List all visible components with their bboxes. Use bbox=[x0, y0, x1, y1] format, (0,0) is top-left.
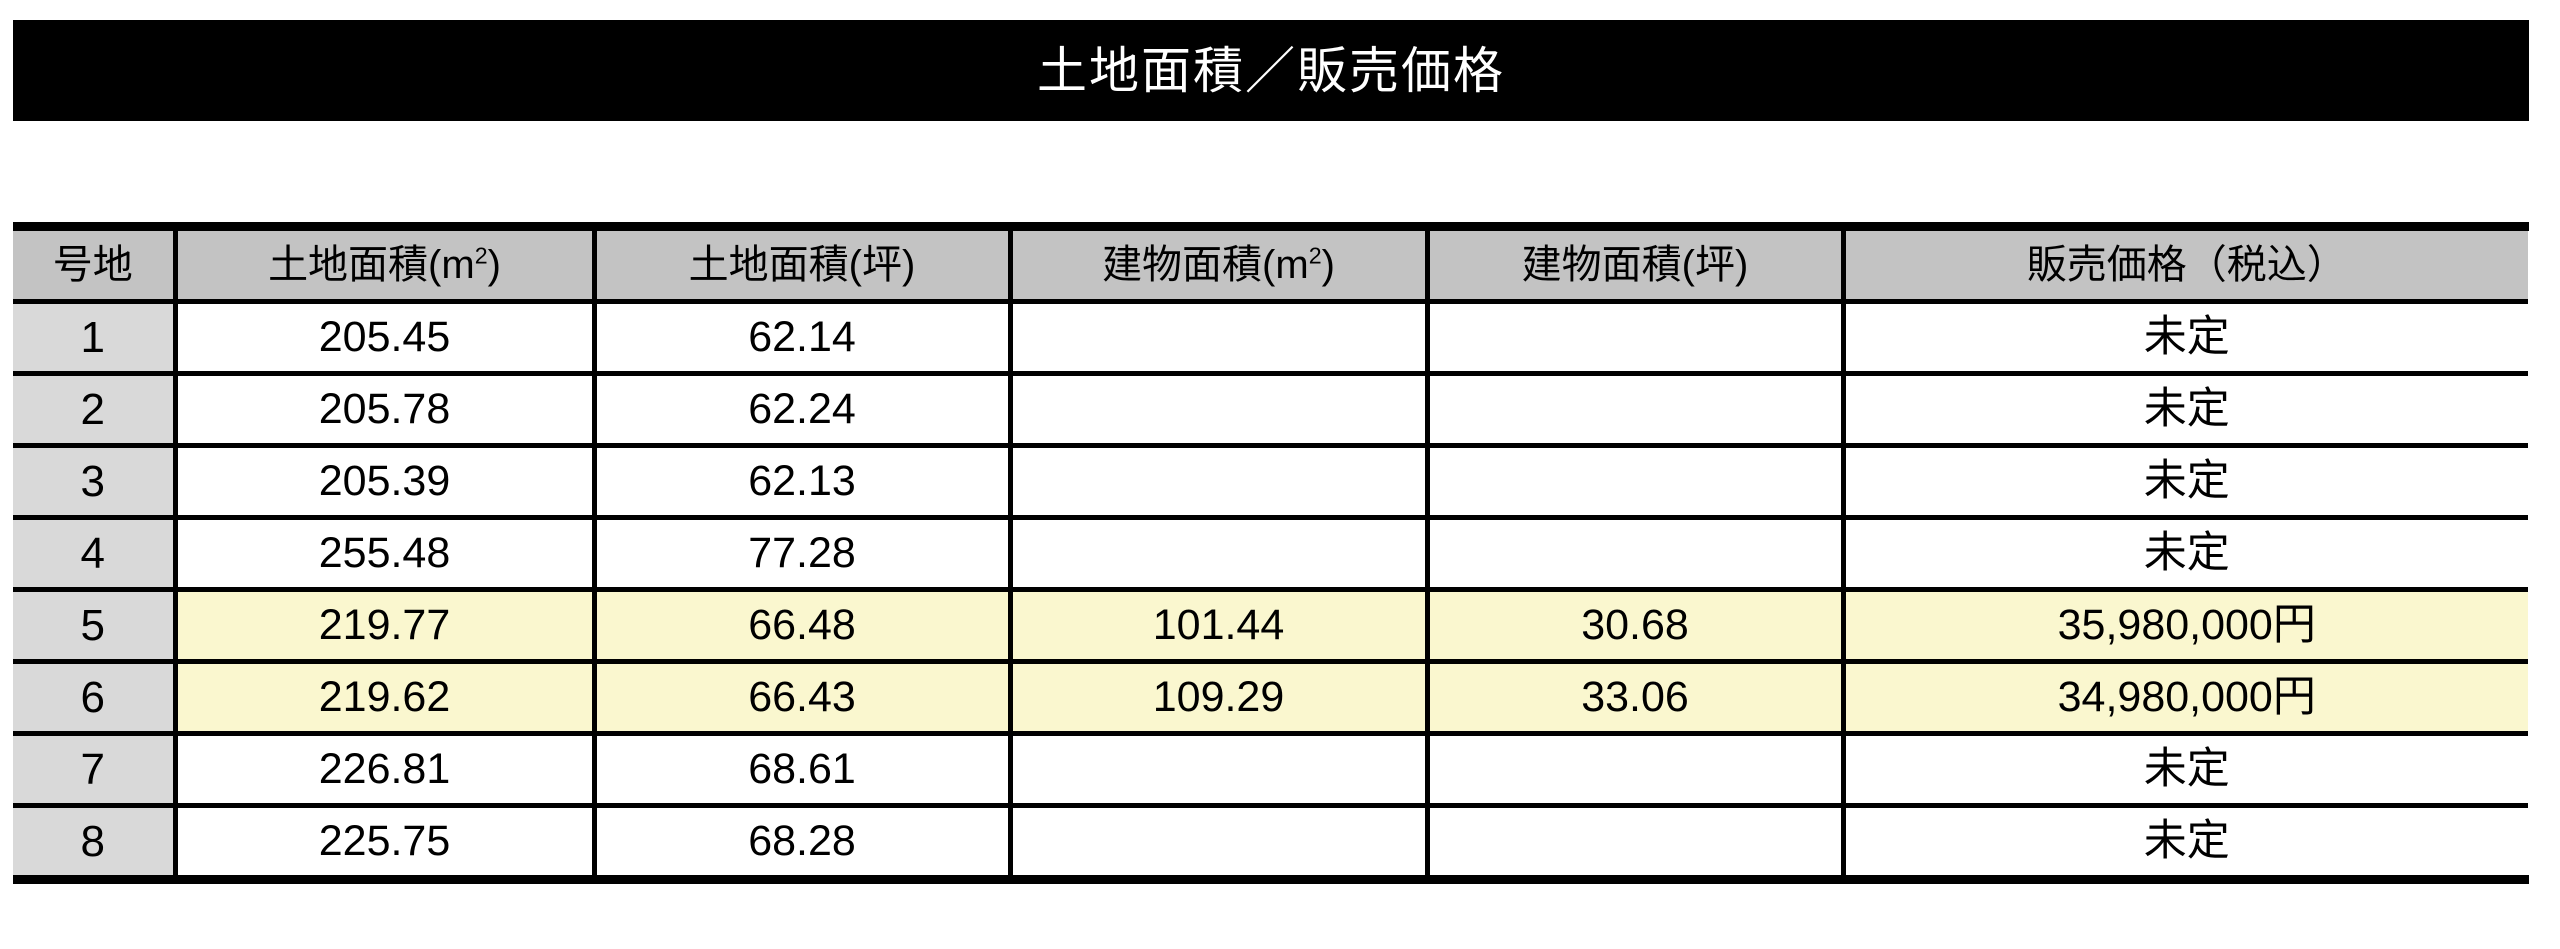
column-header-land_sqm: 土地面積(m2) bbox=[175, 231, 597, 304]
column-header-label: 建物面積(坪) bbox=[1521, 243, 1749, 287]
cell-land_tsubo: 68.28 bbox=[594, 805, 1013, 875]
table-row: 8 225.75 68.28 未定 bbox=[13, 805, 2528, 875]
cell-bldg_tsubo: 33.06 bbox=[1427, 661, 1846, 736]
table-row: 6 219.62 66.43 109.29 33.06 34,980,000円 bbox=[13, 661, 2528, 736]
cell-land_sqm: 219.77 bbox=[175, 589, 597, 664]
cell-lot: 7 bbox=[13, 733, 178, 808]
cell-lot: 5 bbox=[13, 589, 178, 664]
page-title: 土地面積／販売価格 bbox=[1037, 42, 1505, 99]
column-header-label-suffix: ) bbox=[1321, 243, 1335, 287]
cell-bldg_tsubo bbox=[1427, 445, 1846, 520]
cell-bldg_sqm bbox=[1010, 733, 1430, 808]
cell-bldg_tsubo bbox=[1427, 517, 1846, 592]
cell-lot: 2 bbox=[13, 373, 178, 448]
land-price-table: 号地 土地面積(m2) 土地面積(坪) 建物面積(m2) 建物面積(坪) 販売価格（税込）… bbox=[13, 231, 2528, 875]
column-header-label: 建物面積(m bbox=[1102, 243, 1309, 287]
cell-bldg_tsubo: 30.68 bbox=[1427, 589, 1846, 664]
cell-bldg_sqm: 101.44 bbox=[1010, 589, 1430, 664]
column-header-superscript: 2 bbox=[1308, 242, 1322, 269]
cell-bldg_tsubo bbox=[1427, 301, 1846, 376]
column-header-label: 号地 bbox=[52, 243, 133, 287]
cell-lot: 8 bbox=[13, 805, 178, 875]
table-body: 1 205.45 62.14 未定 2 205.78 62.24 未定 3 205.39 62.13… bbox=[13, 301, 2528, 875]
cell-lot: 6 bbox=[13, 661, 178, 736]
cell-price: 未定 bbox=[1843, 805, 2528, 875]
column-header-label: 土地面積(坪) bbox=[688, 243, 916, 287]
page-title-banner: 土地面積／販売価格 bbox=[13, 20, 2529, 121]
column-header-land_tsubo: 土地面積(坪) bbox=[594, 231, 1013, 304]
cell-land_sqm: 226.81 bbox=[175, 733, 597, 808]
column-header-bldg_sqm: 建物面積(m2) bbox=[1010, 231, 1430, 304]
cell-price: 34,980,000円 bbox=[1843, 661, 2528, 736]
cell-bldg_sqm bbox=[1010, 517, 1430, 592]
cell-price: 未定 bbox=[1843, 301, 2528, 376]
cell-price: 未定 bbox=[1843, 373, 2528, 448]
column-header-lot: 号地 bbox=[13, 231, 178, 304]
column-header-label: 販売価格（税込） bbox=[2026, 243, 2347, 287]
cell-bldg_sqm bbox=[1010, 805, 1430, 875]
cell-land_tsubo: 62.13 bbox=[594, 445, 1013, 520]
cell-bldg_sqm bbox=[1010, 373, 1430, 448]
cell-land_tsubo: 62.14 bbox=[594, 301, 1013, 376]
cell-price: 未定 bbox=[1843, 733, 2528, 808]
table-row: 4 255.48 77.28 未定 bbox=[13, 517, 2528, 592]
cell-land_tsubo: 77.28 bbox=[594, 517, 1013, 592]
table-row: 3 205.39 62.13 未定 bbox=[13, 445, 2528, 520]
cell-land_sqm: 225.75 bbox=[175, 805, 597, 875]
cell-bldg_tsubo bbox=[1427, 805, 1846, 875]
cell-lot: 3 bbox=[13, 445, 178, 520]
cell-price: 未定 bbox=[1843, 445, 2528, 520]
cell-land_sqm: 219.62 bbox=[175, 661, 597, 736]
cell-lot: 1 bbox=[13, 301, 178, 376]
table-row: 5 219.77 66.48 101.44 30.68 35,980,000円 bbox=[13, 589, 2528, 664]
table-header-row: 号地 土地面積(m2) 土地面積(坪) 建物面積(m2) 建物面積(坪) 販売価格（税込） bbox=[13, 231, 2528, 304]
table-row: 7 226.81 68.61 未定 bbox=[13, 733, 2528, 808]
column-header-label: 土地面積(m bbox=[268, 243, 475, 287]
cell-land_tsubo: 66.48 bbox=[594, 589, 1013, 664]
cell-bldg_sqm bbox=[1010, 301, 1430, 376]
cell-land_tsubo: 62.24 bbox=[594, 373, 1013, 448]
cell-land_sqm: 205.45 bbox=[175, 301, 597, 376]
column-header-bldg_tsubo: 建物面積(坪) bbox=[1427, 231, 1846, 304]
land-price-table-wrapper: 号地 土地面積(m2) 土地面積(坪) 建物面積(m2) 建物面積(坪) 販売価格（税込）… bbox=[13, 222, 2529, 884]
cell-bldg_sqm bbox=[1010, 445, 1430, 520]
cell-land_sqm: 205.78 bbox=[175, 373, 597, 448]
cell-lot: 4 bbox=[13, 517, 178, 592]
cell-land_sqm: 255.48 bbox=[175, 517, 597, 592]
table-row: 1 205.45 62.14 未定 bbox=[13, 301, 2528, 376]
table-row: 2 205.78 62.24 未定 bbox=[13, 373, 2528, 448]
cell-price: 未定 bbox=[1843, 517, 2528, 592]
cell-bldg_tsubo bbox=[1427, 373, 1846, 448]
cell-land_sqm: 205.39 bbox=[175, 445, 597, 520]
cell-land_tsubo: 66.43 bbox=[594, 661, 1013, 736]
column-header-label-suffix: ) bbox=[487, 243, 501, 287]
cell-land_tsubo: 68.61 bbox=[594, 733, 1013, 808]
cell-bldg_sqm: 109.29 bbox=[1010, 661, 1430, 736]
column-header-superscript: 2 bbox=[474, 242, 488, 269]
column-header-price: 販売価格（税込） bbox=[1843, 231, 2528, 304]
table-header: 号地 土地面積(m2) 土地面積(坪) 建物面積(m2) 建物面積(坪) 販売価格（税込） bbox=[13, 231, 2528, 304]
cell-price: 35,980,000円 bbox=[1843, 589, 2528, 664]
cell-bldg_tsubo bbox=[1427, 733, 1846, 808]
